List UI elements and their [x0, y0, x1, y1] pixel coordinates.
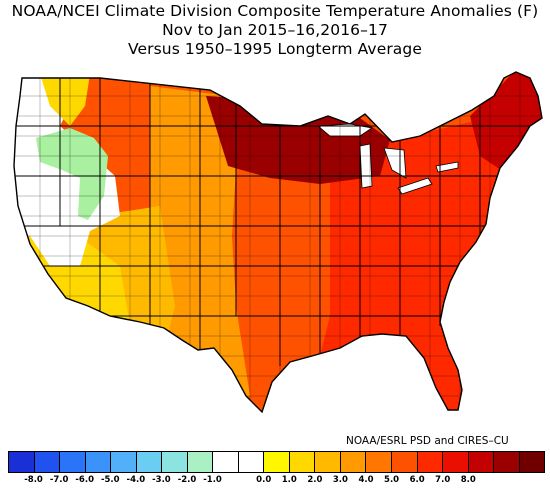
lake-ontario [435, 161, 459, 173]
colorbar-tick-label: 2.0 [307, 475, 323, 485]
colorbar-tick-label: -1.0 [203, 475, 222, 485]
colorbar-tick-label: -7.0 [49, 475, 69, 485]
region-idaho-yellow [40, 74, 90, 126]
colorbar-swatch [391, 452, 418, 472]
lake-erie [397, 177, 433, 195]
region-idaho-green [36, 128, 108, 220]
colorbar-swatch [366, 452, 392, 472]
colorbar-tick-label: -5.0 [100, 475, 120, 485]
colorbar-tick-label: 8.0 [460, 475, 476, 485]
colorbar-swatch [443, 452, 469, 472]
colorbar-swatch [9, 452, 35, 472]
colorbar-tick-label: -8.0 [24, 475, 43, 485]
colorbar-tick-label: 4.0 [358, 475, 374, 485]
colorbar-swatch [417, 452, 444, 472]
colorbar-swatch [111, 452, 137, 472]
colorbar-tick-label: -3.0 [152, 475, 171, 485]
colorbar-swatch [34, 452, 61, 472]
colorbar-ticks: -8.0 -7.0 -6.0 -5.0 -4.0 -3.0 -2.0 -1.0 0.0 1.0 2.… [8, 475, 545, 489]
lake-superior [316, 123, 374, 137]
colorbar-tick-label: 1.0 [281, 475, 297, 485]
colorbar-swatch [238, 452, 265, 472]
colorbar-swatch [187, 452, 214, 472]
colorbar-swatch [519, 452, 545, 472]
colorbar-swatch [315, 452, 341, 472]
colorbar-tick-label: -6.0 [75, 475, 94, 485]
data-credit: NOAA/ESRL PSD and CIRES–CU [346, 435, 509, 447]
colorbar-swatch [60, 452, 86, 472]
colorbar-tick-label: -4.0 [126, 475, 146, 485]
colorbar-swatch [264, 452, 290, 472]
colorbar-swatch [85, 452, 112, 472]
colorbar-tick-label: 3.0 [332, 475, 348, 485]
colorbar-tick-label: -2.0 [177, 475, 197, 485]
colorbar-swatch [494, 452, 520, 472]
colorbar-tick-label: 7.0 [435, 475, 451, 485]
colorbar-swatch [136, 452, 163, 472]
colorbar-swatch [468, 452, 495, 472]
colorbar-swatch [213, 452, 239, 472]
colorbar [8, 451, 545, 473]
title-line-2: Nov to Jan 2015–16,2016–17 [162, 21, 388, 39]
colorbar-swatch [340, 452, 367, 472]
colorbar-tick-label: 6.0 [409, 475, 425, 485]
state-borders [14, 72, 542, 366]
us-anomaly-map [0, 66, 550, 436]
lake-michigan [359, 143, 373, 189]
colorbar-swatch [289, 452, 316, 472]
title-line-1: NOAA/NCEI Climate Division Composite Tem… [11, 2, 539, 20]
title-line-3: Versus 1950–1995 Longterm Average [128, 40, 422, 58]
colorbar-tick-label: 0.0 [256, 475, 272, 485]
map-title: NOAA/NCEI Climate Division Composite Tem… [0, 2, 550, 59]
map-fill-group [14, 72, 542, 412]
colorbar-tick-label: 5.0 [384, 475, 400, 485]
us-map-svg [13, 71, 543, 413]
colorbar-swatch [162, 452, 188, 472]
